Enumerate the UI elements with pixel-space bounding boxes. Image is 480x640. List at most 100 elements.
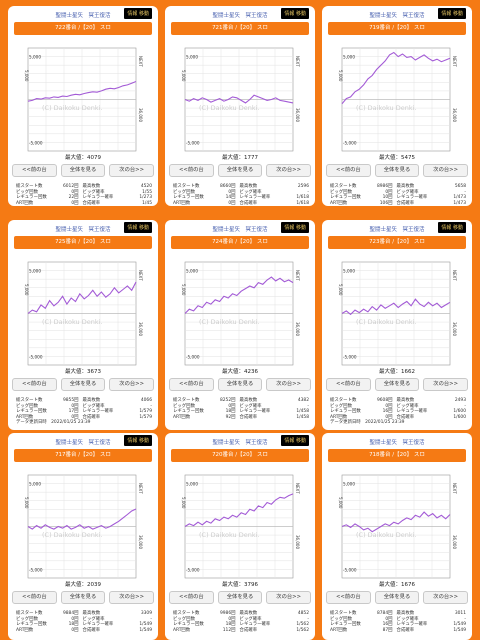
stats-cell: 合成確率	[239, 414, 258, 420]
prev-machine-button[interactable]: <<前の台	[169, 591, 214, 604]
stats-cell: 16回	[382, 409, 393, 415]
update-timestamp: データ更新日時 2022/01/25 23:39	[16, 420, 91, 426]
stats-cell: 16回	[382, 622, 393, 628]
stats-cell: 最高枚数	[82, 184, 101, 189]
max-value: 最大値：4236	[222, 369, 258, 375]
prev-machine-button[interactable]: <<前の台	[169, 378, 214, 391]
watermark: (C) Daikoku Denki.	[42, 104, 103, 112]
stats-row: レギュラー回数 14回 レギュラー確率 1/618	[173, 195, 309, 201]
stats-row: 総スタート数 8252回 最高枚数 4382	[173, 398, 309, 404]
info-move-button[interactable]: 情報 移動	[281, 435, 309, 446]
y-tick-label: -5,000	[343, 567, 357, 572]
info-move-button[interactable]: 情報 移動	[124, 8, 152, 19]
stats-cell: 6012回	[62, 184, 79, 189]
stats-cell: ビッグ確率	[239, 403, 262, 409]
stats-cell: ビッグ確率	[82, 403, 105, 409]
prev-machine-button[interactable]: <<前の台	[12, 164, 57, 177]
stats-cell: 0回	[71, 200, 79, 206]
x-end-label: 36,000	[295, 322, 300, 336]
stats-cell: 1/45	[142, 200, 152, 206]
info-move-button[interactable]: 情報 移動	[124, 222, 152, 233]
stats-cell: 0回	[71, 414, 79, 420]
stats-row: ART回数 112回 合成確率 1/562	[173, 628, 309, 634]
watermark: (C) Daikoku Denki.	[356, 104, 417, 112]
next-machine-button[interactable]: 次の台>>	[423, 164, 469, 177]
stats-cell: 14回	[225, 195, 236, 201]
prev-machine-button[interactable]: <<前の台	[12, 591, 57, 604]
machine-number-bar: 720番台 /【20】 スロ	[171, 449, 309, 462]
stats-cell: ビッグ回数	[16, 189, 38, 195]
info-move-button[interactable]: 情報 移動	[438, 222, 466, 233]
stats-cell: 1/562	[296, 622, 309, 628]
stats-cell: 9884回	[62, 611, 79, 616]
machine-number-bar: 721番台 /【20】 スロ	[171, 22, 309, 35]
stats-cell: 0回	[71, 616, 79, 622]
prev-machine-button[interactable]: <<前の台	[12, 378, 57, 391]
view-all-button[interactable]: 全体を見る	[60, 378, 106, 391]
stats-cell: 1/579	[139, 409, 152, 415]
stats-cell: 8660回	[219, 184, 236, 189]
prev-machine-button[interactable]: <<前の台	[169, 164, 214, 177]
stats-row: ビッグ回数 0回 ビッグ確率 1/55	[16, 190, 152, 196]
view-all-button[interactable]: 全体を見る	[374, 164, 420, 177]
view-all-button[interactable]: 全体を見る	[60, 591, 106, 604]
prev-machine-button[interactable]: <<前の台	[326, 164, 371, 177]
next-machine-button[interactable]: 次の台>>	[423, 591, 469, 604]
stats-cell: 総スタート数	[16, 398, 43, 403]
stats-cell: 0回	[71, 627, 79, 633]
view-all-button[interactable]: 全体を見る	[217, 164, 263, 177]
machine-panel: 聖闘士星矢 冥王復活 情報 移動 723番台 /【20】 スロ 5,000 -5,…	[322, 220, 472, 430]
watermark: (C) Daikoku Denki.	[356, 531, 417, 539]
info-move-button[interactable]: 情報 移動	[281, 222, 309, 233]
stats-cell: 8784回	[376, 611, 393, 616]
view-all-button[interactable]: 全体を見る	[217, 591, 263, 604]
stats-cell: 3011	[454, 611, 466, 616]
stats-cell: レギュラー確率	[396, 195, 428, 201]
next-machine-button[interactable]: 次の台>>	[109, 591, 155, 604]
stats-cell: レギュラー確率	[82, 409, 114, 415]
slump-chart: 5,000 -5,000 5,000 NEXT 36,000 (C) Daikoku De…	[173, 36, 307, 161]
stats-row: ART回数 0回 合成確率 1/549	[16, 628, 152, 634]
stats-cell: ビッグ確率	[82, 616, 105, 622]
view-all-button[interactable]: 全体を見る	[374, 591, 420, 604]
info-move-button[interactable]: 情報 移動	[124, 435, 152, 446]
stats-cell: 0回	[228, 200, 236, 206]
stats-row: 総スタート数 6012回 最高枚数 4520	[16, 184, 152, 190]
next-machine-button[interactable]: 次の台>>	[266, 164, 312, 177]
prev-machine-button[interactable]: <<前の台	[326, 378, 371, 391]
max-value: 最大値：3673	[65, 369, 101, 375]
stats-cell: ビッグ回数	[330, 616, 352, 622]
series-line	[184, 276, 294, 314]
stats-row: ART回数 0回 合成確率 1/45	[16, 201, 152, 206]
machine-panel: 聖闘士星矢 冥王復活 情報 移動 724番台 /【20】 スロ 5,000 -5,…	[165, 220, 315, 430]
info-move-button[interactable]: 情報 移動	[281, 8, 309, 19]
stats-cell: 106回	[379, 200, 393, 206]
stats-cell: 4382	[297, 398, 309, 403]
next-label: NEXT	[452, 483, 457, 494]
next-machine-button[interactable]: 次の台>>	[266, 591, 312, 604]
next-machine-button[interactable]: 次の台>>	[109, 164, 155, 177]
series-line	[27, 80, 137, 102]
machine-number-bar: 718番台 /【20】 スロ	[328, 449, 466, 462]
next-machine-button[interactable]: 次の台>>	[266, 378, 312, 391]
view-all-button[interactable]: 全体を見る	[60, 164, 106, 177]
series-line	[341, 298, 451, 316]
y-tick-label: -5,000	[186, 354, 200, 359]
prev-machine-button[interactable]: <<前の台	[326, 591, 371, 604]
stats-cell: ビッグ確率	[239, 189, 262, 195]
stats-cell: 8252回	[219, 398, 236, 403]
stats-cell: 1/618	[296, 195, 309, 201]
stats-cell: 合成確率	[239, 200, 258, 206]
view-all-button[interactable]: 全体を見る	[374, 378, 420, 391]
next-machine-button[interactable]: 次の台>>	[109, 378, 155, 391]
stats-cell: レギュラー確率	[82, 195, 114, 201]
stats-cell: 9608回	[376, 398, 393, 403]
nav-row: <<前の台 全体を見る 次の台>>	[12, 164, 155, 177]
info-move-button[interactable]: 情報 移動	[438, 8, 466, 19]
view-all-button[interactable]: 全体を見る	[217, 378, 263, 391]
y-tick-label: -5,000	[343, 140, 357, 145]
x-end-label: 36,000	[452, 322, 457, 336]
next-machine-button[interactable]: 次の台>>	[423, 378, 469, 391]
stats-cell: レギュラー確率	[239, 195, 271, 201]
stats-cell: 最高枚数	[396, 184, 415, 189]
